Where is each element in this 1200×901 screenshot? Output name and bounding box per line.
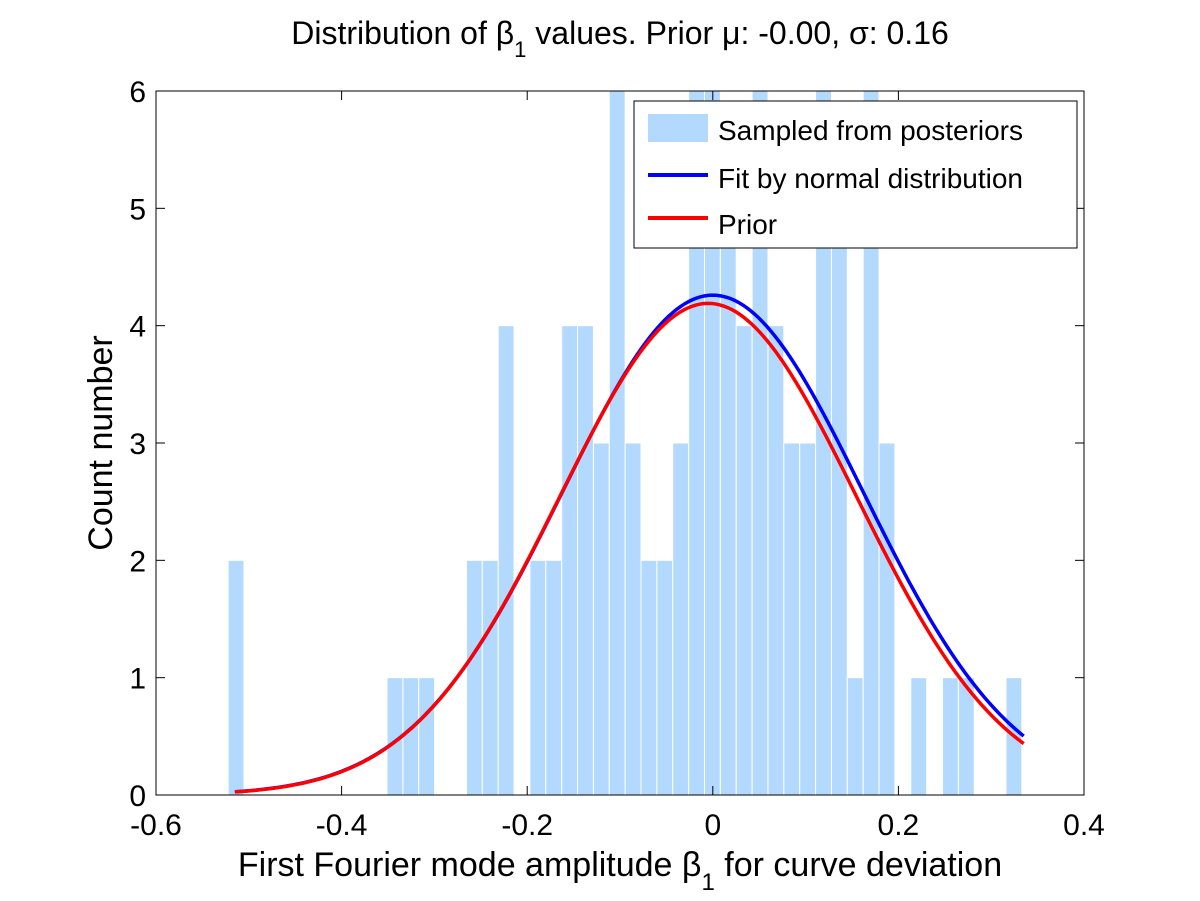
histogram-bar [608,90,626,796]
histogram-bar [497,325,515,796]
histogram-bar [577,325,594,796]
y-axis-label: Count number [82,335,120,550]
legend-label-fit: Fit by normal distribution [718,163,1023,194]
histogram-bar [592,442,610,796]
histogram-bar [830,207,848,796]
curve-lines [234,293,1025,794]
histogram-bar [465,559,483,796]
x-tick-label: 0 [704,809,721,842]
y-tick-label: 1 [129,663,146,696]
y-tick-label: 3 [129,428,146,461]
histogram-bar [640,559,658,796]
histogram-bar [481,559,499,796]
histogram-bar [545,559,563,796]
x-tick-label: -0.6 [130,809,182,842]
histogram-bar [799,442,817,796]
histogram-bar [767,325,785,796]
histogram-bar [878,442,896,796]
histogram-bar [846,677,864,796]
x-tick-label: 0.2 [878,809,920,842]
y-tick-label: 0 [129,780,146,813]
x-tick-label: -0.4 [316,809,368,842]
y-tick-label: 4 [129,311,146,344]
chart-title: Distribution of β1 values. Prior μ: -0.0… [291,15,949,62]
prior-curve [234,301,1025,794]
y-ticks: 0 1 2 3 4 5 6 [129,76,1084,813]
y-tick-label: 2 [129,545,146,578]
x-ticks: -0.6 -0.4 -0.2 0 0.2 0.4 [130,91,1105,842]
histogram-bar [624,442,642,796]
histogram-bar [672,442,690,796]
histogram-bar [529,559,547,796]
histogram-bars [227,90,1023,796]
histogram-bar [227,559,245,796]
x-axis-label: First Fourier mode amplitude β1 for curv… [238,846,1002,896]
histogram-bar [910,677,928,796]
x-tick-label: -0.2 [501,809,553,842]
histogram-bar [942,677,959,796]
legend-label-prior: Prior [718,209,777,240]
legend-label-posteriors: Sampled from posteriors [718,115,1023,146]
legend: Sampled from posteriors Fit by normal di… [633,100,1078,249]
histogram-bar [402,677,420,796]
histogram-bar [735,325,753,796]
y-tick-label: 6 [129,76,146,109]
x-tick-label: 0.4 [1063,809,1105,842]
histogram-bar [656,559,674,796]
histogram-bar [783,442,801,796]
y-tick-label: 5 [129,193,146,226]
histogram-bar [561,325,579,796]
legend-swatch-posteriors [648,114,708,142]
histogram-bar [418,677,436,796]
